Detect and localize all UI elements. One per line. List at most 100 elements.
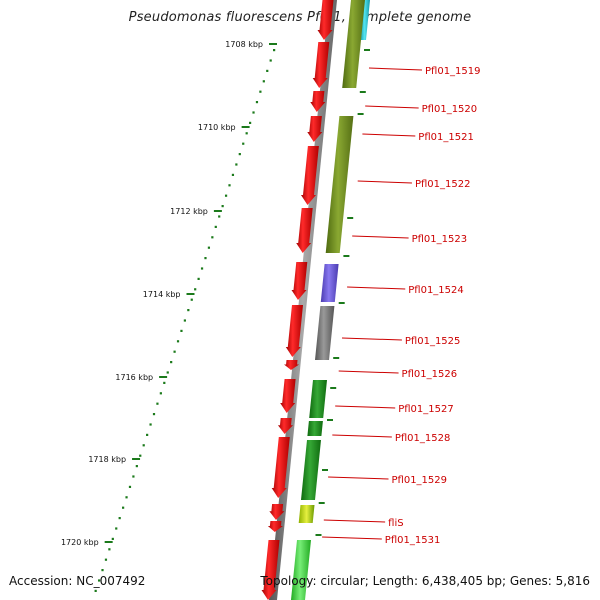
minor-tick — [204, 257, 207, 260]
tick-label: 1718 kbp — [88, 455, 126, 464]
minor-tick — [228, 184, 231, 187]
minor-tick — [170, 361, 173, 364]
tick-label: 1720 kbp — [61, 538, 99, 547]
minor-tick — [101, 569, 104, 572]
minor-tick — [125, 496, 128, 499]
minor-tick — [108, 548, 111, 551]
leader-line — [323, 519, 386, 523]
leader-line — [332, 434, 392, 438]
minor-tick — [173, 350, 176, 353]
leader-line — [347, 286, 406, 290]
minor-tick — [176, 340, 180, 343]
minor-tick — [259, 90, 262, 93]
minor-tick — [207, 246, 211, 249]
gene-arrow — [271, 437, 290, 498]
leader-line — [335, 405, 396, 409]
gene-arrow — [277, 418, 293, 434]
minor-tick — [231, 173, 235, 176]
leader-line — [352, 235, 409, 239]
gene-arrow — [280, 379, 296, 413]
minor-tick — [211, 236, 214, 239]
minor-tick — [190, 298, 193, 301]
leader-line — [365, 105, 419, 109]
leader-line — [338, 370, 399, 374]
minor-tick — [197, 277, 200, 280]
gene-label: Pfl01_1525 — [405, 336, 461, 347]
cog-block — [320, 264, 339, 302]
cog-block — [315, 306, 335, 360]
gene-label: Pfl01_1522 — [415, 179, 471, 190]
minor-tick — [235, 163, 238, 166]
gene-arrow — [284, 360, 300, 370]
gene-label: Pfl01_1521 — [418, 132, 474, 143]
minor-tick — [266, 69, 269, 72]
gene-label: Pfl01_1531 — [385, 535, 441, 546]
minor-tick — [104, 558, 108, 561]
gene-arrow — [291, 262, 308, 300]
leader-line — [362, 133, 416, 137]
cog-block — [309, 380, 327, 418]
minor-tick — [242, 142, 245, 145]
cog-block — [301, 440, 321, 500]
minor-tick — [245, 132, 248, 135]
minor-tick — [94, 589, 97, 592]
minor-tick — [152, 413, 156, 416]
gene-label: Pfl01_1519 — [425, 66, 481, 77]
minor-tick — [111, 537, 114, 540]
minor-tick — [135, 465, 138, 468]
topology-text: Topology: circular; Length: 6,438,405 bp… — [260, 574, 590, 588]
leader-line — [341, 337, 402, 341]
gene-label: Pfl01_1527 — [398, 404, 454, 415]
gene-arrow — [285, 305, 303, 357]
minor-tick — [255, 101, 259, 104]
minor-tick — [156, 402, 159, 405]
minor-tick — [97, 579, 101, 582]
minor-tick — [166, 371, 169, 374]
tick-label: 1716 kbp — [115, 373, 153, 382]
minor-tick — [146, 433, 149, 436]
cog-block — [291, 540, 311, 600]
leader-line — [368, 67, 423, 71]
gene-label: Pfl01_1529 — [392, 475, 448, 486]
accession-text: Accession: NC_007492 — [9, 574, 146, 588]
minor-tick — [269, 59, 272, 62]
minor-tick — [218, 215, 221, 218]
leader-line — [357, 180, 412, 184]
gene-label: Pfl01_1528 — [395, 433, 451, 444]
tick-label: 1710 kbp — [198, 123, 236, 132]
minor-tick — [115, 527, 118, 530]
gene-label: fliS — [388, 518, 403, 529]
minor-tick — [183, 319, 186, 322]
tick-label: 1708 kbp — [225, 40, 263, 49]
minor-tick — [187, 309, 190, 312]
gene-arrow — [296, 208, 313, 253]
map-title: Pseudomonas fluorescens Pf0-1, complete … — [128, 10, 472, 25]
tick-label: 1712 kbp — [170, 207, 208, 216]
minor-tick — [238, 153, 241, 156]
minor-tick — [248, 121, 252, 124]
gene-arrow — [261, 540, 280, 600]
cog-block — [360, 0, 370, 40]
gene-label: Pfl01_1526 — [402, 369, 458, 380]
leader-line — [322, 536, 382, 540]
minor-tick — [128, 485, 132, 488]
leader-line — [328, 476, 389, 480]
minor-tick — [252, 111, 255, 114]
minor-tick — [221, 205, 224, 208]
minor-tick — [163, 381, 166, 384]
cog-block — [325, 116, 354, 253]
minor-tick — [273, 49, 276, 52]
minor-tick — [142, 444, 145, 447]
gene-label: Pfl01_1524 — [408, 285, 464, 296]
minor-tick — [149, 423, 152, 426]
minor-tick — [214, 225, 217, 228]
tick-label: 1714 kbp — [143, 290, 181, 299]
minor-tick — [139, 454, 142, 457]
minor-tick — [224, 194, 228, 197]
gene-label: Pfl01_1520 — [422, 104, 478, 115]
minor-tick — [262, 80, 265, 83]
minor-tick — [200, 267, 204, 270]
minor-tick — [122, 506, 125, 509]
minor-tick — [194, 288, 197, 291]
